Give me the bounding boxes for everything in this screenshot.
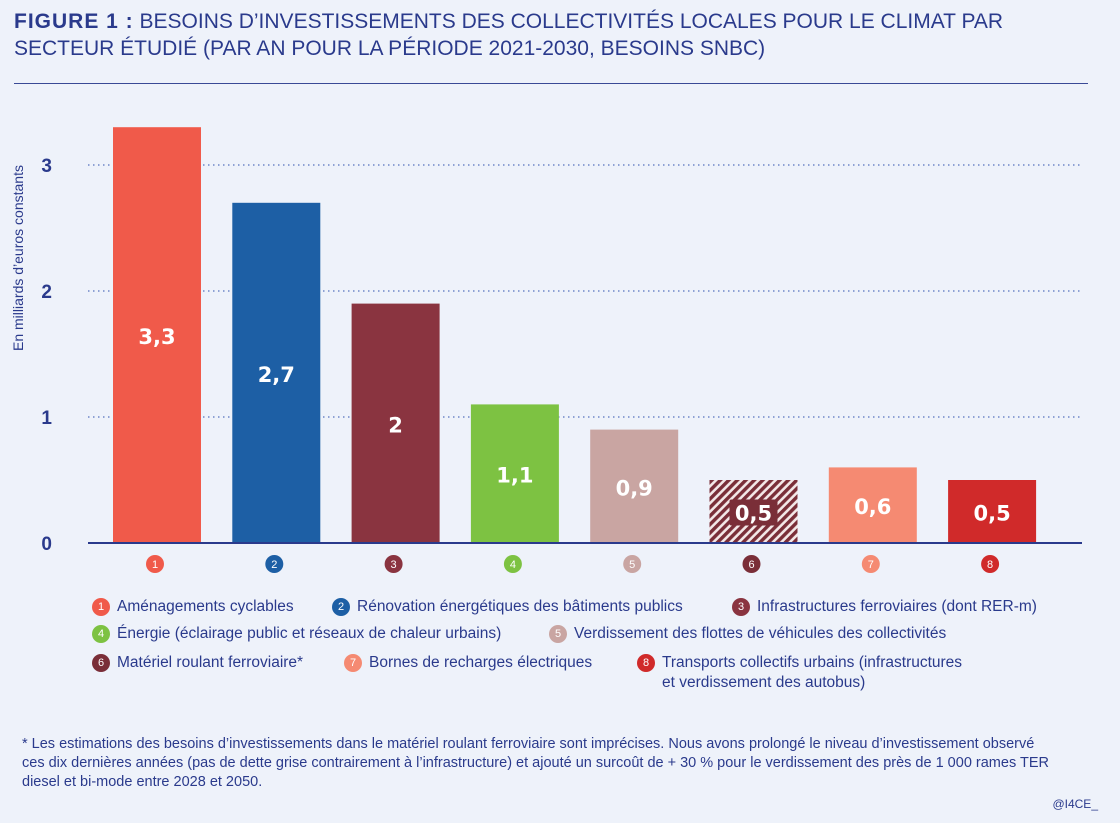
legend-label-5: Verdissement des flottes de véhicules de…: [574, 625, 947, 642]
legend-badge-8: 8: [637, 654, 655, 672]
legend-label-6: Matériel roulant ferroviaire*: [117, 654, 304, 671]
x-tick-label-3: 3: [391, 559, 397, 571]
data-label-6: 0,5: [735, 502, 772, 526]
legend-label-1: Aménagements cyclables: [117, 598, 294, 615]
x-badge-6: [742, 555, 761, 573]
legend-badge-5: 5: [549, 625, 567, 643]
data-label-3: 2: [388, 413, 403, 437]
x-badge-7: [861, 555, 880, 573]
legend-label-3: Infrastructures ferroviaires (dont RER-m…: [757, 598, 1037, 615]
x-badge-3: [384, 555, 403, 573]
x-tick-label-8: 8: [987, 559, 993, 571]
figure-label: FIGURE 1 :: [14, 10, 134, 33]
legend-item-1: 1 Aménagements cyclables: [92, 597, 294, 617]
data-label-1: 3,3: [138, 325, 175, 349]
footnote: * Les estimations des besoins d’investis…: [22, 736, 1049, 790]
y-tick-label-1: 1: [41, 408, 52, 429]
y-tick-label-3: 3: [41, 156, 52, 177]
data-label-8: 0,5: [973, 502, 1010, 526]
y-tick-label-2: 2: [41, 282, 52, 303]
bar-8: [948, 480, 1037, 543]
data-label-5: 0,9: [616, 476, 653, 500]
legend-label-2: Rénovation énergétiques des bâtiments pu…: [357, 598, 683, 615]
legend-badge-4: 4: [92, 625, 110, 643]
x-tick-label-5: 5: [629, 559, 635, 571]
legend-label-7: Bornes de recharges électriques: [369, 654, 593, 671]
legend-item-7: 7 Bornes de recharges électriques: [344, 653, 592, 673]
legend-badge-7: 7: [344, 654, 362, 672]
y-tick-label-0: 0: [41, 534, 52, 555]
data-label-4: 1,1: [496, 464, 533, 488]
bar-3: [351, 303, 440, 543]
legend-item-6: 6 Matériel roulant ferroviaire*: [92, 653, 303, 673]
bar-4: [470, 404, 559, 543]
x-tick-label-7: 7: [868, 559, 874, 571]
bar-1: [113, 127, 201, 543]
x-badge-5: [623, 555, 642, 573]
legend-item-5: 5 Verdissement des flottes de véhicules d…: [549, 624, 946, 644]
title-divider: [14, 83, 1088, 84]
bar-2: [232, 202, 321, 544]
x-tick-label-1: 1: [152, 559, 158, 571]
data-label-7: 0,6: [854, 495, 891, 519]
x-badge-1: [146, 555, 164, 573]
title-text: BESOINS D’INVESTISSEMENTS DES COLLECTIVI…: [14, 10, 1004, 60]
legend-badge-1: 1: [92, 598, 110, 616]
legend-badge-6: 6: [92, 654, 110, 672]
data-label-2: 2,7: [258, 363, 295, 387]
legend-item-4: 4 Énergie (éclairage public et réseaux de…: [92, 624, 501, 644]
legend-item-8: 8 Transports collectifs urbains (infrastr…: [637, 653, 977, 693]
x-tick-label-4: 4: [510, 559, 516, 571]
bar-chart: 0 1 2 3 3,3 2,7 2 1,1 0,9 0,5 0,6 0,5 1 2 3 4 5 6 7 8: [41, 127, 1082, 573]
bar-5: [590, 429, 679, 543]
x-badge-8: [981, 555, 1000, 573]
legend-label-8: Transports collectifs urbains (infrastru…: [662, 654, 963, 691]
bar-7: [828, 467, 917, 543]
legend-item-2: 2 Rénovation énergétiques des bâtiments p…: [332, 597, 683, 617]
x-tick-label-2: 2: [271, 559, 277, 571]
legend-badge-3: 3: [732, 598, 750, 616]
x-badge-2: [265, 555, 284, 573]
legend-item-3: 3 Infrastructures ferroviaires (dont RER-…: [732, 597, 1037, 617]
legend-badge-2: 2: [332, 598, 350, 616]
chart-title: FIGURE 1 : BESOINS D’INVESTISSEMENTS DES…: [14, 8, 1104, 62]
x-tick-label-6: 6: [748, 559, 754, 571]
legend-label-4: Énergie (éclairage public et réseaux de …: [117, 625, 502, 642]
x-badge-4: [503, 555, 522, 573]
data-label-bg-6: [729, 499, 778, 526]
credit: @I4CE_: [1052, 797, 1098, 811]
